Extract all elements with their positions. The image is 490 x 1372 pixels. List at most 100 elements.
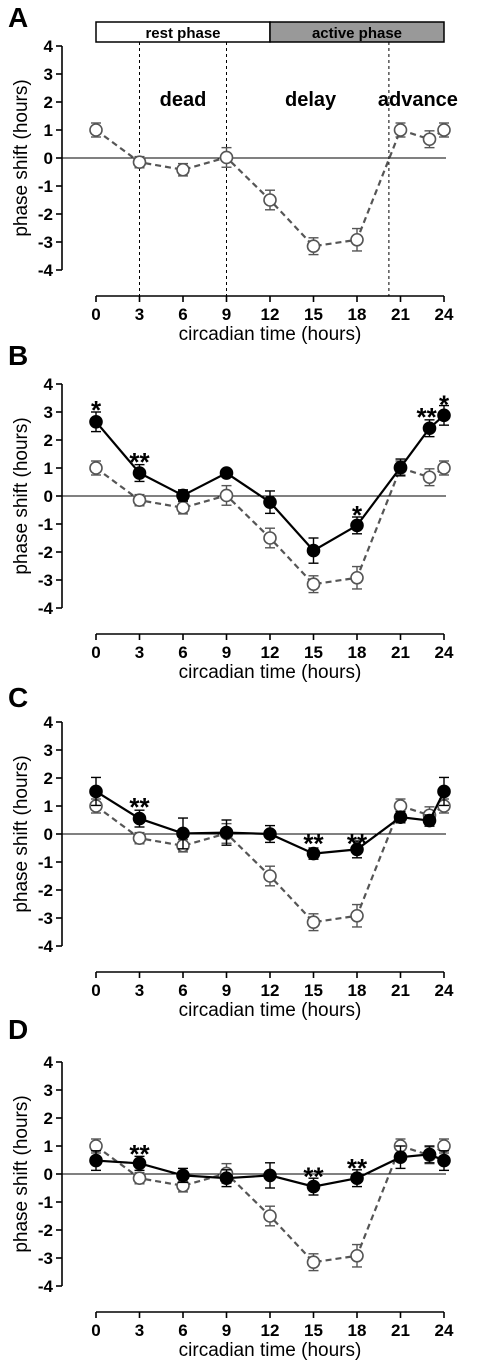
- significance-marker: **: [347, 1153, 368, 1183]
- x-tick-label: 21: [391, 305, 410, 324]
- x-tick-label: 9: [222, 981, 231, 1000]
- open-data-point: [422, 132, 437, 147]
- x-axis-label: circadian time (hours): [179, 1000, 362, 1021]
- filled-data-point: [176, 826, 190, 841]
- active-phase-label: active phase: [312, 25, 402, 42]
- filled-data-point: [263, 827, 277, 841]
- open-data-point: [437, 123, 451, 137]
- significance-marker: **: [303, 1161, 324, 1191]
- x-tick-label: 24: [435, 981, 454, 1000]
- y-tick-label: -1: [38, 515, 53, 534]
- y-tick-label: 2: [44, 431, 53, 450]
- x-tick-label: 3: [135, 643, 144, 662]
- open-series-line: [95, 128, 445, 248]
- open-data-point: [422, 470, 437, 485]
- x-tick-label: 0: [91, 981, 100, 1000]
- x-tick-label: 0: [91, 305, 100, 324]
- filled-data-point: [393, 810, 408, 824]
- significance-marker: **: [129, 792, 150, 822]
- filled-data-point: [176, 488, 190, 503]
- y-tick-label: 1: [44, 459, 53, 478]
- y-tick-label: -3: [38, 1249, 53, 1268]
- open-data-point: [132, 1171, 147, 1185]
- x-tick-label: 18: [348, 305, 367, 324]
- y-tick-label: -4: [38, 599, 54, 618]
- open-data-point: [263, 869, 277, 883]
- significance-marker: *: [91, 395, 102, 425]
- y-tick-label: -2: [38, 543, 53, 562]
- x-tick-label: 24: [435, 643, 454, 662]
- open-data-point: [306, 239, 321, 253]
- filled-data-point: [350, 1171, 364, 1185]
- y-tick-label: -4: [38, 261, 54, 280]
- x-tick-label: 12: [261, 981, 280, 1000]
- filled-series-line: [95, 790, 445, 855]
- filled-data-point: [89, 1153, 103, 1168]
- open-data-point: [89, 123, 103, 137]
- x-tick-label: 24: [435, 305, 454, 324]
- region-label-advance: advance: [378, 89, 458, 111]
- panel-letter-b: B: [8, 340, 29, 371]
- x-axis-label: circadian time (hours): [179, 324, 362, 345]
- open-data-point: [219, 150, 234, 165]
- y-tick-label: 0: [44, 487, 53, 506]
- y-tick-label: 3: [44, 741, 53, 760]
- x-tick-label: 0: [91, 643, 100, 662]
- x-tick-label: 3: [135, 305, 144, 324]
- x-tick-label: 9: [222, 643, 231, 662]
- filled-data-point: [437, 408, 451, 423]
- y-tick-label: 2: [44, 1109, 53, 1128]
- open-data-point: [306, 577, 321, 591]
- open-data-point: [176, 162, 190, 177]
- open-data-point: [350, 908, 364, 923]
- y-tick-label: -1: [38, 853, 53, 872]
- panel-letter-c: C: [8, 682, 29, 713]
- y-tick-label: -3: [38, 909, 53, 928]
- open-data-point: [306, 1255, 321, 1269]
- y-tick-label: 1: [44, 797, 53, 816]
- significance-marker: *: [352, 500, 363, 530]
- y-tick-label: 4: [44, 1053, 54, 1072]
- filled-data-point: [132, 811, 147, 826]
- significance-marker: *: [439, 390, 450, 420]
- significance-marker: **: [416, 402, 437, 432]
- y-axis-label: phase shift (hours): [11, 755, 32, 912]
- x-tick-label: 6: [178, 981, 187, 1000]
- region-label-dead: dead: [160, 89, 207, 111]
- x-tick-label: 6: [178, 1321, 187, 1340]
- x-tick-label: 18: [348, 1321, 367, 1340]
- filled-series-line: [95, 1153, 445, 1188]
- x-tick-label: 3: [135, 981, 144, 1000]
- filled-data-point: [219, 466, 234, 480]
- open-data-point: [437, 461, 451, 475]
- filled-data-point: [132, 1156, 147, 1171]
- filled-data-point: [306, 1179, 321, 1194]
- filled-data-point: [437, 784, 451, 799]
- x-tick-label: 9: [222, 305, 231, 324]
- y-axis-label: phase shift (hours): [11, 417, 32, 574]
- open-data-point: [350, 1248, 364, 1263]
- open-series-line: [95, 804, 445, 924]
- open-data-point: [350, 232, 364, 247]
- x-tick-label: 6: [178, 305, 187, 324]
- y-tick-label: 3: [44, 65, 53, 84]
- y-tick-label: -3: [38, 233, 53, 252]
- x-tick-label: 21: [391, 643, 410, 662]
- x-axis-label: circadian time (hours): [179, 1340, 362, 1361]
- y-tick-label: -2: [38, 1221, 53, 1240]
- open-data-point: [132, 155, 147, 169]
- x-tick-label: 15: [304, 981, 323, 1000]
- open-data-point: [89, 461, 103, 475]
- open-data-point: [219, 488, 234, 503]
- filled-data-point: [437, 1153, 451, 1168]
- y-tick-label: -3: [38, 571, 53, 590]
- open-data-point: [263, 1209, 277, 1223]
- x-tick-label: 9: [222, 1321, 231, 1340]
- panel-letter-d: D: [8, 1014, 29, 1045]
- y-tick-label: -2: [38, 205, 53, 224]
- open-data-point: [132, 493, 147, 507]
- open-data-point: [393, 799, 408, 813]
- filled-data-point: [176, 1168, 190, 1183]
- x-tick-label: 12: [261, 305, 280, 324]
